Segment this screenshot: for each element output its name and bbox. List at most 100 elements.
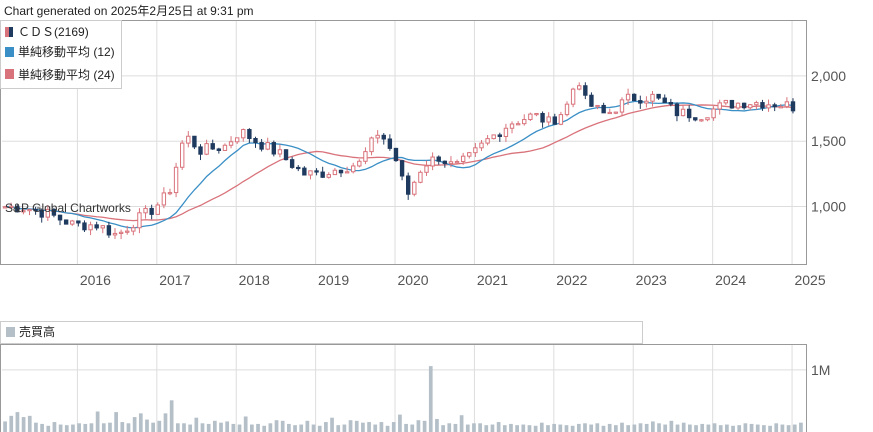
volume-bar: [459, 415, 464, 432]
candle-body: [540, 112, 545, 123]
candle-body: [528, 113, 533, 121]
candle-body: [94, 224, 99, 229]
volume-bar: [570, 425, 575, 432]
y-tick-label: 1,500: [811, 133, 846, 149]
volume-bar: [515, 425, 519, 432]
candle-body: [680, 108, 686, 117]
volume-bar: [200, 423, 205, 432]
candle-body: [631, 93, 637, 102]
volume-bar: [404, 423, 408, 432]
candle-body: [430, 156, 435, 167]
candle-body: [497, 134, 503, 137]
volume-bar: [465, 424, 470, 432]
volume-bar: [539, 422, 544, 432]
volume-bar: [194, 417, 199, 432]
volume-bar: [496, 422, 501, 432]
candle-body: [589, 94, 594, 107]
volume-bar: [737, 425, 742, 432]
volume-axis-ticks: 1M: [811, 362, 830, 378]
volume-bar: [83, 423, 88, 432]
candle-body: [387, 138, 393, 149]
candle-body: [601, 104, 606, 114]
volume-bar: [799, 422, 803, 432]
candle-body: [216, 148, 222, 151]
volume-bar: [688, 424, 692, 432]
volume-bar: [657, 423, 661, 432]
candle-body: [369, 137, 374, 153]
volume-bar: [792, 424, 797, 432]
candle-body: [686, 108, 692, 119]
candle-body: [522, 119, 527, 125]
candle-body: [729, 99, 735, 109]
x-tick-label: 2025: [794, 272, 825, 288]
volume-bar: [15, 412, 20, 432]
candle-body: [393, 147, 399, 162]
volume-bar: [644, 423, 649, 432]
candle-body: [351, 165, 356, 173]
legend-label-cds: ＣＤＳ(2169): [18, 25, 89, 39]
candle-body: [228, 141, 234, 146]
volume-bar: [58, 424, 63, 432]
candle-body: [88, 224, 93, 231]
volume-bar: [749, 423, 754, 432]
candle-body: [754, 102, 759, 106]
candle-body: [460, 155, 466, 163]
candle-body: [21, 210, 26, 213]
candle-body: [735, 102, 741, 109]
y-tick-label: 2,000: [811, 68, 846, 84]
volume-bar: [367, 422, 371, 432]
candle-body: [436, 156, 441, 162]
candle-body: [784, 101, 790, 108]
volume-bar: [46, 425, 51, 432]
volume-bar: [743, 423, 748, 432]
legend-label-ma12: 単純移動平均 (12): [18, 45, 115, 59]
volume-bar: [576, 423, 581, 432]
candle-body: [149, 207, 154, 215]
volume-bar: [762, 425, 766, 432]
volume-bar: [27, 415, 32, 432]
price-panel-frame: [0, 20, 807, 265]
volume-bar: [780, 424, 785, 432]
volume-bar: [336, 425, 341, 432]
candle-body: [650, 93, 655, 102]
volume-bar: [478, 423, 482, 432]
x-axis-ticks: 2016 2017 2018 2019 2020 2021 2022 2023 2024 2025: [80, 272, 826, 288]
candle-body: [760, 102, 765, 109]
volume-bar: [626, 425, 631, 432]
candle-body: [534, 112, 539, 116]
candle-body: [662, 97, 667, 104]
volume-bar: [472, 423, 476, 432]
candle-body: [63, 219, 69, 225]
volume-bar: [533, 425, 538, 432]
candle-body: [552, 116, 557, 125]
candle-body: [186, 135, 191, 144]
ma12-line-layer: [5, 100, 794, 229]
volume-bar: [706, 424, 711, 432]
volume-bar: [774, 423, 779, 432]
volume-bar: [34, 422, 38, 432]
volume-bar: [453, 423, 458, 432]
candle-body: [405, 175, 411, 195]
candle-body: [357, 160, 362, 167]
volume-bar: [681, 422, 686, 432]
volume-bar: [108, 422, 112, 432]
volume-bar: [101, 423, 106, 432]
legend-swatch-ma12: [5, 47, 14, 57]
candle-body: [338, 169, 344, 174]
volume-bar: [712, 423, 717, 432]
candle-body: [204, 143, 209, 155]
volume-bar: [552, 423, 556, 432]
volume-bar: [262, 425, 267, 432]
x-tick-label: 2018: [239, 272, 270, 288]
volume-bar: [77, 423, 81, 432]
volume-bar: [354, 420, 359, 432]
volume-bar: [145, 419, 149, 432]
candle-body: [271, 142, 277, 155]
volume-bar: [632, 424, 637, 432]
candle-body: [741, 102, 747, 109]
volume-bar: [250, 424, 254, 432]
candle-body: [289, 159, 295, 168]
volume-bar: [114, 412, 118, 432]
candle-body: [705, 117, 710, 121]
candle-body: [748, 104, 753, 109]
